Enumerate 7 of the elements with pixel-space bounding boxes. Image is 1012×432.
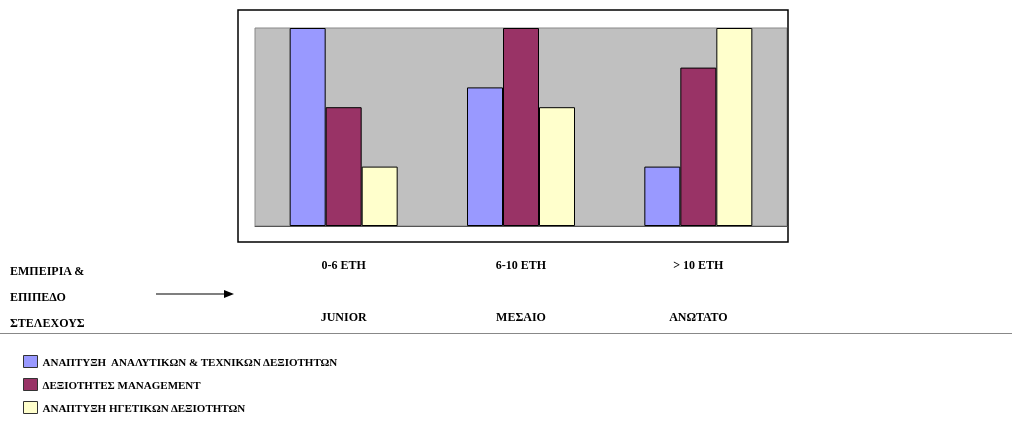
category-label: 6-10 ΕΤΗ ΜΕΣΑΙΟ [495,258,547,324]
category-label: > 10 ΕΤΗ ΑΝΩΤΑΤΟ [669,258,728,324]
legend-label: ΑΝΑΠΤΥΞΗ ΗΓΕΤΙΚΩΝ ΔΕΞΙΟΤΗΤΩΝ [42,401,246,414]
category-label: 0-6 ΕΤΗ JUNIOR [320,258,367,324]
legend-label: ΑΝΑΠΤΥΞΗ ΑΝΑΛΥΤΙΚΩΝ & ΤΕΧΝΙΚΩΝ ΔΕΞΙΟΤΗΤΩΝ [42,355,338,368]
text: ΕΜΠΕΙΡΙΑ & ΕΠΙΠΕΔΟ ΣΤΕΛΕΧΟΥΣ [10,264,85,330]
legend-label: ΔΕΞΙΟΤΗΤΕΣ MANAGEMENT [42,378,202,391]
